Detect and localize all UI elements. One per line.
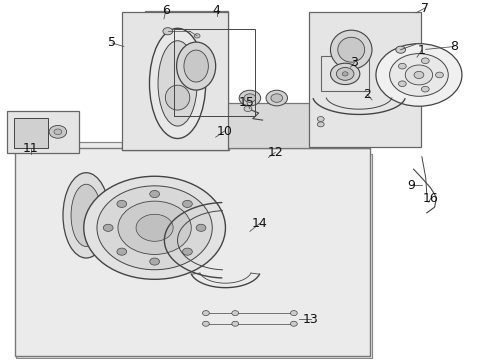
- Circle shape: [117, 248, 127, 255]
- Circle shape: [196, 224, 206, 231]
- Ellipse shape: [330, 30, 372, 69]
- Circle shape: [318, 117, 324, 122]
- Circle shape: [163, 28, 172, 35]
- Circle shape: [202, 311, 209, 316]
- Text: 11: 11: [23, 143, 39, 156]
- Ellipse shape: [338, 37, 365, 62]
- Circle shape: [118, 201, 191, 255]
- Circle shape: [266, 90, 288, 106]
- Text: 12: 12: [268, 146, 283, 159]
- Polygon shape: [16, 143, 372, 357]
- Circle shape: [405, 65, 433, 85]
- Ellipse shape: [165, 85, 190, 110]
- Text: 14: 14: [252, 217, 268, 230]
- Text: 10: 10: [217, 125, 232, 138]
- Circle shape: [398, 81, 406, 86]
- Circle shape: [232, 321, 239, 326]
- Text: 8: 8: [450, 40, 458, 53]
- Circle shape: [291, 311, 297, 316]
- Circle shape: [21, 121, 48, 141]
- Circle shape: [291, 321, 297, 326]
- Text: 4: 4: [213, 4, 220, 17]
- Ellipse shape: [71, 184, 101, 247]
- Bar: [14, 118, 48, 148]
- Ellipse shape: [176, 42, 216, 90]
- Text: 15: 15: [239, 96, 255, 109]
- Circle shape: [421, 86, 429, 92]
- Circle shape: [244, 106, 252, 112]
- Text: 1: 1: [418, 44, 426, 57]
- Polygon shape: [145, 11, 370, 148]
- Circle shape: [396, 46, 406, 53]
- Ellipse shape: [184, 50, 208, 82]
- Text: 2: 2: [363, 88, 371, 101]
- Circle shape: [202, 321, 209, 326]
- Circle shape: [331, 63, 360, 85]
- Circle shape: [414, 71, 424, 78]
- Ellipse shape: [149, 28, 206, 139]
- Circle shape: [136, 214, 173, 241]
- Text: 7: 7: [421, 2, 429, 15]
- Circle shape: [183, 201, 192, 207]
- Circle shape: [318, 122, 324, 127]
- Ellipse shape: [63, 173, 109, 258]
- Bar: [174, 29, 255, 116]
- Circle shape: [390, 54, 448, 96]
- Ellipse shape: [158, 41, 197, 126]
- Circle shape: [150, 190, 159, 198]
- Circle shape: [342, 72, 348, 76]
- Bar: [6, 111, 79, 153]
- Circle shape: [49, 125, 67, 138]
- Circle shape: [239, 90, 261, 106]
- Circle shape: [183, 248, 192, 255]
- Circle shape: [97, 186, 212, 270]
- Circle shape: [244, 94, 256, 102]
- Circle shape: [376, 44, 462, 106]
- Text: 16: 16: [423, 192, 439, 205]
- Circle shape: [271, 94, 283, 102]
- Circle shape: [103, 224, 113, 231]
- Bar: [122, 12, 228, 150]
- Text: 9: 9: [407, 179, 415, 192]
- Circle shape: [436, 72, 443, 78]
- Text: 3: 3: [350, 56, 358, 69]
- Circle shape: [421, 58, 429, 64]
- Circle shape: [26, 126, 42, 137]
- Circle shape: [54, 129, 62, 135]
- Bar: [321, 57, 369, 91]
- Text: 5: 5: [108, 36, 116, 49]
- Text: 13: 13: [303, 313, 319, 326]
- Circle shape: [398, 63, 406, 69]
- Circle shape: [232, 311, 239, 316]
- Circle shape: [194, 34, 200, 38]
- Circle shape: [84, 176, 225, 279]
- Text: 6: 6: [162, 4, 170, 17]
- Circle shape: [150, 258, 159, 265]
- Circle shape: [117, 201, 127, 207]
- Polygon shape: [15, 148, 370, 356]
- Bar: [309, 12, 421, 148]
- Circle shape: [336, 67, 354, 80]
